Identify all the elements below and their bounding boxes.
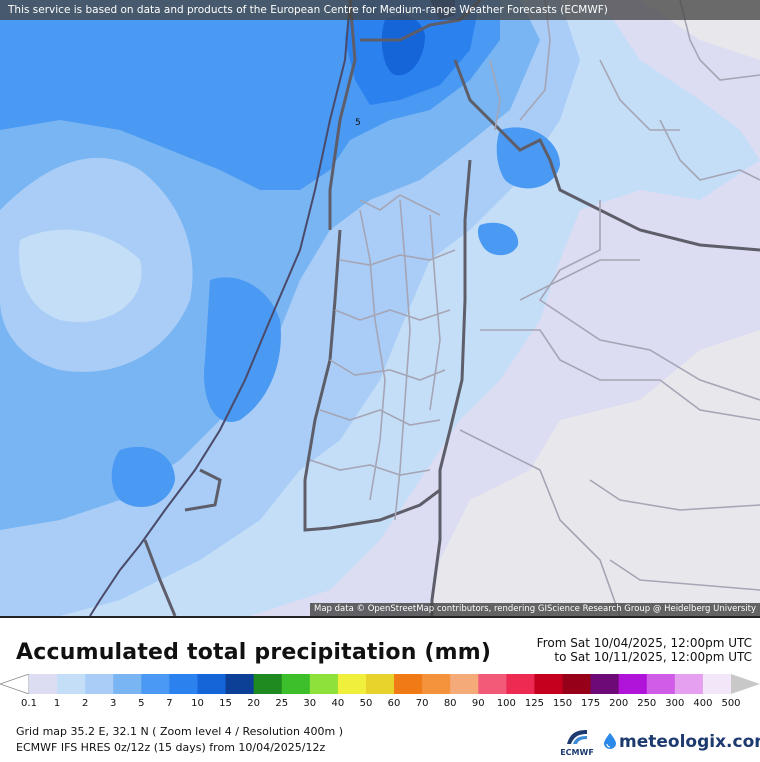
scale-tick-label: 40 (331, 698, 345, 709)
scale-tick-label: 125 (524, 698, 544, 709)
scale-tick-label: 175 (581, 698, 601, 709)
scale-swatch (702, 674, 732, 694)
scale-swatch (365, 674, 395, 694)
color-scale (0, 674, 760, 694)
ecmwf-globe-icon (567, 730, 587, 744)
precip-enclave-lighter (19, 229, 142, 322)
scale-swatch (478, 674, 507, 694)
scale-tick-label: 70 (415, 698, 429, 709)
scale-tick-label: 15 (219, 698, 232, 709)
scale-tick-label: 20 (247, 698, 260, 709)
scale-swatch (337, 674, 367, 694)
scale-swatch (29, 674, 58, 694)
scale-swatch (281, 674, 311, 694)
precip-blob-5mm-b (111, 446, 175, 508)
admin-borders (309, 0, 760, 616)
scale-tick-label: 100 (496, 698, 516, 709)
scale-swatch (141, 674, 170, 694)
scale-tick-label: 400 (693, 698, 713, 709)
color-scale-ticks: 0.1 1 2 3 5 7 10 15 20 25 30 40 50 60 70 80 90 100 125 150 1… (0, 698, 760, 712)
map-canvas: 5 (0, 0, 760, 616)
scale-tick-label: 30 (303, 698, 317, 709)
scale-tick-label: 300 (665, 698, 685, 709)
precip-blob-5mm-d (477, 222, 519, 256)
scale-swatch (253, 674, 283, 694)
osm-attribution[interactable]: Map data © OpenStreetMap contributors, r… (310, 603, 760, 616)
scale-swatch (225, 674, 255, 694)
scale-tick-label: 1 (53, 698, 61, 709)
scale-tick-label: 150 (552, 698, 573, 709)
scale-tick-label: 50 (359, 698, 373, 709)
ecmwf-label: ECMWF (560, 748, 594, 757)
scale-swatch (57, 674, 86, 694)
legend-title: Accumulated total precipitation (mm) (16, 640, 492, 665)
scale-swatch (169, 674, 198, 694)
scale-tick-label: 25 (275, 698, 289, 709)
scale-swatch (422, 674, 451, 694)
scale-tick-label: 500 (721, 698, 741, 709)
model-info: ECMWF IFS HRES 0z/12z (15 days) from 10/… (16, 741, 326, 754)
droplet-icon (604, 733, 616, 749)
period-to: to Sat 10/11/2025, 12:00pm UTC (554, 650, 752, 664)
scale-tick-label: 3 (110, 698, 117, 709)
grid-info: Grid map 35.2 E, 32.1 N ( Zoom level 4 /… (16, 725, 343, 738)
scale-swatch (534, 674, 564, 694)
ecmwf-logo[interactable]: ECMWF (557, 728, 597, 758)
contour-label: 5 (355, 118, 361, 128)
scale-swatch (450, 674, 479, 694)
scale-tick-label: 60 (387, 698, 401, 709)
scale-swatch (646, 674, 676, 694)
ecmwf-attribution: This service is based on data and produc… (0, 0, 760, 20)
scale-tick-label: 5 (138, 698, 145, 709)
scale-swatch (674, 674, 704, 694)
country-borders (143, 0, 760, 616)
brand-name: meteologix.com (619, 732, 760, 752)
meteologix-logo[interactable]: meteologix.com (603, 732, 760, 752)
scale-swatch (309, 674, 339, 694)
precip-zone-10mm (381, 15, 425, 76)
scale-tick-label: 250 (637, 698, 657, 709)
scale-swatch (506, 674, 535, 694)
scale-swatch (197, 674, 227, 694)
period-from: From Sat 10/04/2025, 12:00pm UTC (536, 636, 752, 650)
scale-arrow-right (731, 674, 760, 694)
scale-tick-label: 80 (443, 698, 457, 709)
legend-panel: Accumulated total precipitation (mm) Fro… (0, 616, 760, 762)
scale-tick-label: 90 (471, 698, 485, 709)
scale-swatch (394, 674, 423, 694)
scale-swatch (85, 674, 114, 694)
scale-tick-label: 7 (166, 698, 173, 709)
scale-swatch (618, 674, 648, 694)
precipitation-map[interactable]: 5 This service is based on data and prod… (0, 0, 760, 616)
coastline (89, 0, 351, 616)
scale-arrow-left (0, 674, 30, 694)
scale-tick-label: 0.1 (21, 698, 37, 709)
scale-swatch (113, 674, 142, 694)
scale-swatch (562, 674, 592, 694)
scale-tick-label: 200 (609, 698, 629, 709)
precip-blob-5mm-a (204, 277, 281, 422)
scale-tick-label: 2 (81, 698, 89, 709)
scale-swatch (590, 674, 620, 694)
scale-tick-label: 10 (191, 698, 204, 709)
